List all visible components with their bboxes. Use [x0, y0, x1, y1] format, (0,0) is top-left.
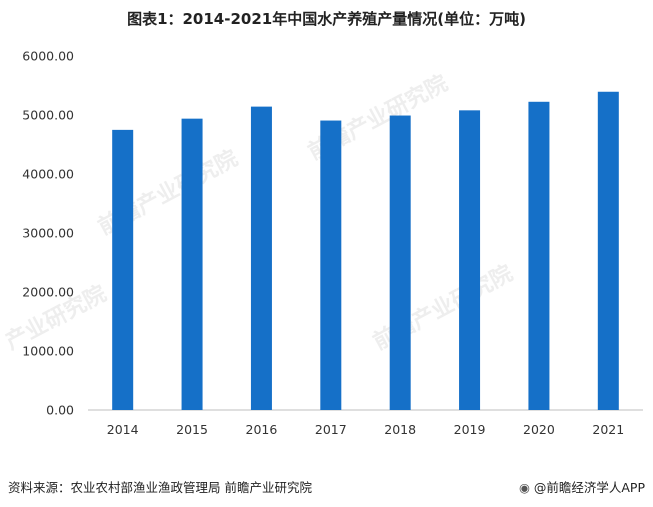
chart-title: 图表1：2014-2021年中国水产养殖产量情况(单位：万吨) — [127, 10, 526, 28]
x-tick-label: 2015 — [176, 422, 208, 437]
bar-2014 — [112, 129, 134, 411]
y-tick-label: 3000.00 — [22, 226, 74, 241]
bar-2019 — [459, 110, 481, 411]
bar-2015 — [181, 118, 203, 411]
y-tick-label: 2000.00 — [22, 285, 74, 300]
bar-chart: 0.00 1000.00 2000.00 3000.00 4000.00 5000.00 6… — [22, 49, 643, 437]
y-tick-label: 0.00 — [46, 403, 74, 418]
y-tick-label: 6000.00 — [22, 49, 74, 64]
x-tick-label: 2014 — [107, 422, 139, 437]
source-note: 资料来源：农业农村部渔业渔政管理局 前瞻产业研究院 — [8, 480, 312, 495]
bar-2018 — [389, 115, 411, 410]
x-tick-label: 2019 — [454, 422, 486, 437]
x-tick-label: 2020 — [523, 422, 555, 437]
y-tick-label: 4000.00 — [22, 167, 74, 182]
y-tick-label: 5000.00 — [22, 108, 74, 123]
bar-2017 — [320, 120, 342, 411]
y-tick-label: 1000.00 — [22, 344, 74, 359]
bar-2020 — [528, 101, 550, 410]
x-tick-label: 2017 — [315, 422, 347, 437]
x-tick-label: 2016 — [246, 422, 278, 437]
circle-logo-icon: ◉ — [518, 480, 530, 495]
x-tick-label: 2018 — [384, 422, 416, 437]
bar-2021 — [597, 91, 619, 410]
brand-text: @前瞻经济学人APP — [533, 480, 645, 495]
x-tick-label: 2021 — [592, 422, 624, 437]
bar-2016 — [250, 106, 272, 410]
brand-tag: ◉ @前瞻经济学人APP — [519, 477, 645, 496]
